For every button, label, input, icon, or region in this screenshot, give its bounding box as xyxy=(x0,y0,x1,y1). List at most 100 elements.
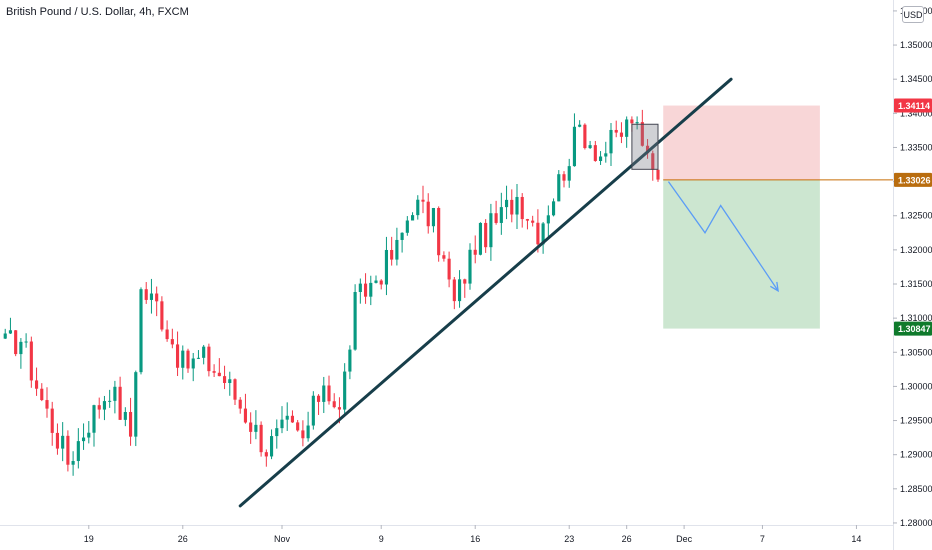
candle-body xyxy=(134,372,138,437)
bullish-candle xyxy=(228,371,232,396)
bearish-candle xyxy=(494,200,498,225)
bullish-candle xyxy=(71,451,75,476)
candle-body xyxy=(29,341,33,381)
time-tick-label: 9 xyxy=(379,534,384,544)
bullish-candle xyxy=(102,395,107,421)
candle-body xyxy=(233,379,237,400)
candle-body xyxy=(170,339,174,345)
price-tick-label: 1.28000 xyxy=(900,518,932,528)
price-badge-label: 1.30847 xyxy=(898,324,931,334)
candle-body xyxy=(207,346,211,372)
bearish-candle xyxy=(249,412,253,444)
bullish-candle xyxy=(374,275,378,284)
bullish-candle xyxy=(87,421,91,444)
bullish-candle xyxy=(343,363,347,414)
bearish-candle xyxy=(316,394,321,415)
candle-body xyxy=(50,408,54,433)
candle-body xyxy=(473,249,477,255)
bullish-candle xyxy=(3,328,7,340)
candle-body xyxy=(463,279,467,284)
candle-body xyxy=(128,411,133,437)
bullish-candle xyxy=(489,203,493,261)
candle-body xyxy=(572,126,577,167)
bullish-candle xyxy=(113,380,117,414)
candle-body xyxy=(322,385,326,402)
bullish-candle xyxy=(280,406,284,434)
bearish-candle xyxy=(186,348,190,373)
currency-button[interactable]: USD xyxy=(902,6,924,23)
bearish-candle xyxy=(55,423,60,455)
candle-body xyxy=(640,122,644,146)
bearish-candle xyxy=(332,393,336,409)
bullish-candle xyxy=(541,222,545,254)
bearish-candle xyxy=(473,235,477,264)
bearish-candle xyxy=(327,375,331,405)
candle-body xyxy=(588,145,592,149)
bearish-candle xyxy=(614,120,618,138)
candle-body xyxy=(604,153,608,157)
candle-body xyxy=(92,405,96,433)
candle-body xyxy=(348,349,352,372)
candle-body xyxy=(280,419,284,429)
bullish-candle xyxy=(410,212,415,221)
candle-body xyxy=(118,386,122,420)
candle-body xyxy=(546,215,550,224)
time-tick-label: Nov xyxy=(274,534,291,544)
candle-body xyxy=(395,239,399,260)
bullish-candle xyxy=(24,333,28,348)
bullish-candle xyxy=(416,195,420,220)
candle-body xyxy=(390,249,394,260)
position-zones xyxy=(663,105,893,329)
bearish-candle xyxy=(363,273,368,304)
candle-body xyxy=(149,293,154,300)
bearish-candle xyxy=(233,378,237,406)
candle-body xyxy=(457,279,462,302)
price-badge-label: 1.34114 xyxy=(898,101,930,111)
candle-body xyxy=(557,174,561,202)
candle-body xyxy=(525,219,530,221)
bullish-candle xyxy=(202,344,206,365)
candle-body xyxy=(598,156,603,162)
candle-body xyxy=(155,293,159,302)
candle-body xyxy=(290,415,295,423)
candle-body xyxy=(447,258,451,280)
candle-body xyxy=(379,280,383,285)
bearish-candle xyxy=(97,397,101,419)
candle-body xyxy=(520,196,524,220)
price-tick-label: 1.34000 xyxy=(900,108,932,118)
bearish-candle xyxy=(562,171,566,188)
price-tick-label: 1.30500 xyxy=(900,347,932,357)
candle-body xyxy=(541,223,545,245)
candle-body xyxy=(8,330,13,334)
bullish-candle xyxy=(191,352,195,382)
bullish-candle xyxy=(457,270,462,308)
candle-body xyxy=(452,279,456,302)
bearish-candle xyxy=(583,123,587,150)
bullish-candle xyxy=(353,284,357,351)
bearish-candle xyxy=(619,122,624,144)
candle-body xyxy=(494,213,498,223)
bullish-candle xyxy=(551,198,556,217)
bullish-candle xyxy=(572,113,577,167)
candle-body xyxy=(510,199,514,215)
bullish-candle xyxy=(567,158,571,188)
candle-body xyxy=(181,350,185,368)
candlestick-series xyxy=(3,109,660,476)
bullish-candle xyxy=(515,184,519,230)
bullish-candle xyxy=(431,207,436,233)
candle-body xyxy=(243,408,248,423)
candle-body xyxy=(186,350,190,369)
bearish-candle xyxy=(437,206,441,262)
drawings xyxy=(238,77,779,508)
bearish-candle xyxy=(525,218,530,230)
candle-body xyxy=(301,430,305,439)
candle-body xyxy=(66,435,70,465)
stop-price-badge: 1.34114 xyxy=(894,98,932,113)
bullish-candle xyxy=(635,116,639,130)
candle-body xyxy=(651,153,655,170)
candle-body xyxy=(609,129,613,154)
projection-arrowhead xyxy=(770,281,779,293)
candle-body xyxy=(593,145,597,162)
bearish-candle xyxy=(40,383,44,402)
